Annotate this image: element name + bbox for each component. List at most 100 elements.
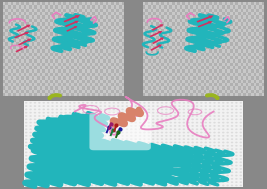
Circle shape xyxy=(91,165,93,167)
Bar xyxy=(71,46,74,49)
Circle shape xyxy=(51,119,54,120)
Circle shape xyxy=(38,102,41,104)
Bar xyxy=(222,32,225,36)
Circle shape xyxy=(69,152,71,153)
Circle shape xyxy=(56,105,58,107)
Circle shape xyxy=(156,161,159,163)
Bar xyxy=(169,66,172,69)
Circle shape xyxy=(130,168,132,170)
Bar xyxy=(214,83,217,86)
Bar xyxy=(34,39,37,42)
Bar xyxy=(82,93,85,96)
Bar xyxy=(13,80,16,83)
Circle shape xyxy=(126,115,128,117)
Bar xyxy=(48,42,50,46)
Circle shape xyxy=(226,171,229,173)
Circle shape xyxy=(205,158,207,160)
Bar xyxy=(169,93,172,96)
Bar xyxy=(66,26,69,29)
Circle shape xyxy=(86,128,89,130)
Circle shape xyxy=(218,148,220,150)
Bar xyxy=(103,73,106,76)
Bar xyxy=(121,69,124,73)
Bar xyxy=(5,22,8,26)
Circle shape xyxy=(34,165,36,167)
Bar xyxy=(154,66,156,69)
Bar xyxy=(29,53,32,56)
Bar xyxy=(21,90,24,93)
Circle shape xyxy=(152,181,154,183)
Bar xyxy=(34,53,37,56)
Circle shape xyxy=(104,171,106,173)
Bar xyxy=(74,36,77,39)
Bar xyxy=(103,12,106,15)
Bar xyxy=(146,76,148,80)
Bar xyxy=(148,73,151,76)
Circle shape xyxy=(200,142,203,143)
Circle shape xyxy=(191,168,194,170)
Circle shape xyxy=(139,178,141,180)
Circle shape xyxy=(34,168,36,170)
Bar xyxy=(209,63,211,66)
Circle shape xyxy=(117,108,119,110)
Bar xyxy=(251,83,254,86)
Circle shape xyxy=(25,145,28,147)
Bar xyxy=(198,76,201,80)
Bar xyxy=(29,32,32,36)
Bar xyxy=(92,53,95,56)
Bar xyxy=(251,63,254,66)
Bar xyxy=(37,76,40,80)
Bar xyxy=(82,66,85,69)
Circle shape xyxy=(99,135,102,137)
Bar xyxy=(13,39,16,42)
Circle shape xyxy=(56,119,58,120)
Bar xyxy=(219,83,222,86)
Bar xyxy=(3,32,5,36)
Circle shape xyxy=(82,178,84,180)
Bar xyxy=(217,73,219,76)
Circle shape xyxy=(91,171,93,173)
Circle shape xyxy=(170,148,172,150)
Circle shape xyxy=(161,181,163,183)
Circle shape xyxy=(86,145,89,147)
Bar xyxy=(82,80,85,83)
Bar xyxy=(113,80,116,83)
Circle shape xyxy=(183,102,185,104)
Circle shape xyxy=(213,148,216,150)
Bar xyxy=(233,32,235,36)
Bar xyxy=(87,46,90,49)
Circle shape xyxy=(77,132,80,133)
Circle shape xyxy=(235,185,238,186)
Bar xyxy=(77,32,79,36)
Circle shape xyxy=(209,128,211,130)
Bar xyxy=(241,69,243,73)
Bar xyxy=(185,86,188,90)
Bar xyxy=(256,22,259,26)
Circle shape xyxy=(108,165,111,167)
Bar xyxy=(116,69,119,73)
Circle shape xyxy=(178,152,181,153)
Circle shape xyxy=(77,135,80,137)
Circle shape xyxy=(117,152,119,153)
Circle shape xyxy=(209,152,211,153)
Circle shape xyxy=(174,175,176,176)
Bar xyxy=(148,39,151,42)
Circle shape xyxy=(117,112,119,114)
Circle shape xyxy=(42,161,45,163)
Bar xyxy=(26,29,29,32)
Bar xyxy=(164,46,167,49)
Circle shape xyxy=(82,115,84,117)
Circle shape xyxy=(218,115,220,117)
Bar xyxy=(169,53,172,56)
Bar xyxy=(119,32,121,36)
Circle shape xyxy=(156,125,159,127)
Circle shape xyxy=(38,145,41,147)
Bar xyxy=(45,73,48,76)
Circle shape xyxy=(239,171,242,173)
Circle shape xyxy=(126,165,128,167)
Circle shape xyxy=(51,105,54,107)
Circle shape xyxy=(126,185,128,186)
Circle shape xyxy=(152,168,154,170)
Bar xyxy=(37,90,40,93)
Circle shape xyxy=(205,132,207,133)
